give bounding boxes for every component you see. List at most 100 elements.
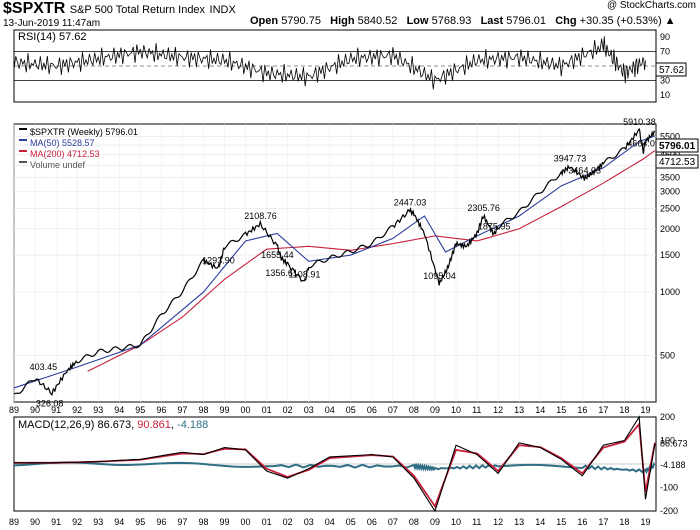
price-annotation: 1356.61: [265, 268, 298, 278]
price-annotation: 5910.38: [623, 117, 656, 127]
macd-x-tick: 17: [598, 517, 608, 527]
macd-x-tick: 10: [451, 517, 461, 527]
price-tick-label: 500: [660, 350, 675, 360]
rsi-current-label: 57.62: [659, 65, 684, 76]
macd-tick-label: 100: [660, 436, 675, 446]
price-x-tick: 89: [9, 405, 19, 415]
price-annotation: 1293.90: [202, 256, 235, 266]
price-annotation: 1108.91: [288, 270, 320, 280]
ma50-current-tag: [655, 154, 699, 169]
price-annotation: 2447.03: [394, 197, 427, 207]
chart-title: $SPXTR S&P 500 Total Return Index INDX: [3, 0, 236, 18]
open-label: Open: [250, 15, 279, 27]
price-x-tick: 94: [114, 405, 124, 415]
rsi-axis: 9070503010: [14, 32, 670, 100]
price-x-tick: 95: [135, 405, 145, 415]
price-x-tick: 97: [177, 405, 187, 415]
macd-x-tick: 01: [262, 517, 272, 527]
macd-x-tick: 03: [304, 517, 314, 527]
low-label: Low: [406, 15, 429, 27]
legend-swatch: [19, 161, 27, 163]
price-x-tick: 19: [640, 405, 650, 415]
price-x-tick: 98: [198, 405, 208, 415]
price-x-axis: 89 90 91 92 93 94 95 96 97 98 99 00 01 02 03 04 05 06 07 08…: [9, 405, 650, 415]
price-x-tick: 18: [619, 405, 629, 415]
price-x-tick: 13: [514, 405, 524, 415]
price-x-tick: 08: [409, 405, 419, 415]
macd-x-tick: 12: [493, 517, 503, 527]
price-panel: 5500500045004000350030002500200015001000…: [9, 117, 699, 415]
price-line: [13, 127, 656, 397]
price-annotation: 1095.04: [423, 271, 456, 281]
ma50-current-label: 4712.53: [659, 157, 696, 168]
macd-tick-label: 200: [660, 412, 675, 422]
rsi-title: RSI(14) 57.62: [18, 31, 86, 43]
legend-swatch: [19, 128, 27, 130]
chg-symbol: ▲: [664, 15, 676, 27]
macd-signal-value: 90.861: [137, 419, 171, 431]
price-x-tick: 14: [535, 405, 545, 415]
macd-tick-label: -4.188: [660, 460, 686, 470]
macd-x-tick: 18: [619, 517, 629, 527]
macd-x-tick: 06: [367, 517, 377, 527]
macd-x-tick: 04: [325, 517, 335, 527]
price-x-tick: 99: [219, 405, 229, 415]
price-tick-label: 2500: [660, 203, 680, 213]
last-label: Last: [480, 15, 504, 27]
price-tick-label: 3000: [660, 187, 680, 197]
price-x-tick: 05: [346, 405, 356, 415]
price-x-tick: 01: [262, 405, 272, 415]
open-value: 5790.75: [281, 15, 321, 27]
price-x-tick: 92: [72, 405, 82, 415]
symbol: $SPXTR: [3, 0, 66, 17]
legend-swatch: [19, 150, 27, 152]
macd-x-tick: 15: [556, 517, 566, 527]
rsi-series: [13, 36, 646, 90]
macd-x-axis: 89 90 91 92 93 94 95 96 97 98 99 00 01 02 03 04 05 06 07 08…: [9, 517, 650, 527]
macd-x-tick: 00: [241, 517, 251, 527]
rsi-current-tag: [655, 62, 687, 77]
price-tick-label: 3500: [660, 173, 680, 183]
macd-x-tick: 09: [430, 517, 440, 527]
price-annotation: 1655.44: [261, 250, 294, 260]
price-annotation: 1875.95: [478, 222, 511, 232]
macd-hist-value: -4.188: [177, 419, 208, 431]
price-x-tick: 15: [556, 405, 566, 415]
price-x-tick: 02: [283, 405, 293, 415]
macd-x-tick: 19: [640, 517, 650, 527]
exchange: INDX: [209, 4, 236, 16]
price-x-tick: 91: [51, 405, 61, 415]
price-x-tick: 17: [598, 405, 608, 415]
macd-title-text: MACD(12,26,9): [18, 419, 94, 431]
macd-tick-label: -100: [660, 483, 678, 493]
last-value: 5796.01: [506, 15, 547, 27]
macd-panel: MACD(12,26,9) 86.673, 90.861, -4.188 200…: [9, 412, 688, 527]
legend-entry: MA(50) 5528.57: [30, 138, 95, 148]
chg-label: Chg: [555, 15, 577, 27]
high-value: 5840.52: [357, 15, 398, 27]
index-name: S&P 500 Total Return Index: [69, 4, 206, 16]
rsi-tick-label: 70: [660, 47, 670, 57]
price-annotation: 2108.76: [244, 211, 277, 221]
macd-series: [13, 415, 656, 513]
macd-x-tick: 89: [9, 517, 19, 527]
price-annotation: 2305.76: [467, 203, 500, 213]
rsi-tick-label: 10: [660, 90, 670, 100]
macd-x-tick: 94: [114, 517, 124, 527]
price-tick-label: 1500: [660, 250, 680, 260]
macd-x-tick: 14: [535, 517, 545, 527]
rsi-line: [13, 36, 646, 90]
macd-x-tick: 97: [177, 517, 187, 527]
price-annotation: 3947.73: [554, 154, 587, 164]
macd-histogram: [13, 461, 656, 475]
price-current-tag: [655, 138, 699, 153]
macd-title: MACD(12,26,9) 86.673, 90.861, -4.188: [18, 419, 208, 431]
quote-summary: Open 5790.75 High 5840.52 Low 5768.93 La…: [250, 15, 676, 27]
price-annotation: 3464.03: [568, 166, 601, 176]
low-value: 5768.93: [431, 15, 472, 27]
price-x-tick: 04: [325, 405, 335, 415]
price-current-label: 5796.01: [659, 141, 696, 152]
price-x-tick: 11: [472, 405, 481, 415]
rsi-panel: RSI(14) 57.62 9070503010 57.62: [13, 29, 687, 103]
